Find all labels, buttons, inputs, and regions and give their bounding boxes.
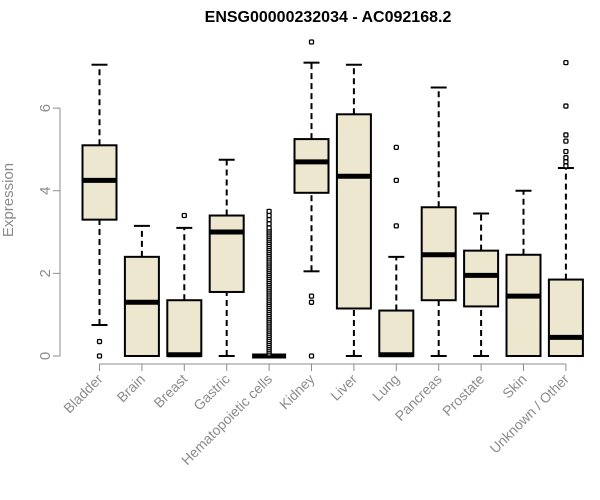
outlier-point (308, 299, 315, 305)
y-tick-label: 2 (37, 269, 54, 277)
outlier-point (393, 177, 399, 184)
x-tick-label: Lung (369, 371, 402, 404)
box-gastric (208, 158, 245, 357)
box-iqr (463, 249, 500, 308)
outlier-point (393, 223, 399, 229)
outlier-point (563, 148, 569, 155)
boxplot-series (81, 39, 584, 359)
x-tick-label: Kidney (276, 371, 318, 413)
y-tick-label: 6 (37, 104, 54, 112)
box-iqr (505, 253, 542, 358)
box-iqr (208, 214, 245, 293)
x-tick-label: Prostate (439, 371, 487, 419)
y-axis: 0 2 4 6 (37, 104, 61, 360)
outlier-point (266, 212, 272, 219)
box-liver (335, 63, 372, 357)
box-hematopoietic-cells (252, 208, 287, 359)
box-breast (166, 212, 203, 358)
x-tick-label: Bladder (60, 371, 106, 417)
box-iqr (378, 309, 415, 358)
x-tick-label: Pancreas (392, 371, 445, 424)
outlier-point (393, 144, 399, 151)
outlier-point (266, 208, 272, 215)
box-lung (378, 144, 415, 358)
outlier-point (308, 293, 315, 299)
x-tick-label: Brain (114, 371, 148, 405)
x-tick-label: Unknown / Other (486, 371, 572, 457)
box-iqr (293, 138, 330, 194)
box-pancreas (420, 86, 457, 357)
outlier-point (266, 225, 272, 231)
y-tick-label: 4 (37, 187, 54, 195)
outlier-point (96, 353, 103, 359)
box-iqr (123, 255, 160, 357)
box-brain (123, 224, 160, 357)
x-tick-label: Skin (499, 371, 530, 402)
box-iqr (166, 299, 203, 358)
x-tick-label: Breast (150, 371, 190, 411)
outlier-point (563, 60, 569, 66)
outlier-point (308, 353, 315, 359)
outlier-point (563, 159, 569, 165)
x-tick-label: Liver (327, 371, 360, 404)
outlier-point (563, 103, 569, 109)
box-kidney (293, 39, 330, 359)
box-iqr (547, 278, 584, 358)
y-axis-label: Expression (0, 163, 17, 237)
box-prostate (463, 212, 500, 357)
outlier-point (181, 212, 187, 219)
box-iqr (335, 113, 372, 310)
outlier-point (266, 217, 272, 223)
outlier-point (308, 39, 315, 45)
outlier-point (563, 163, 569, 169)
outlier-point (563, 132, 569, 138)
outlier-point (266, 221, 272, 227)
box-unknown-other (547, 60, 584, 358)
outlier-point (96, 338, 103, 345)
box-bladder (81, 63, 118, 359)
outlier-point (563, 155, 569, 161)
box-skin (505, 189, 542, 358)
chart-title: ENSG00000232034 - AC092168.2 (205, 9, 452, 26)
y-tick-label: 0 (37, 352, 54, 360)
outlier-point (563, 138, 569, 144)
